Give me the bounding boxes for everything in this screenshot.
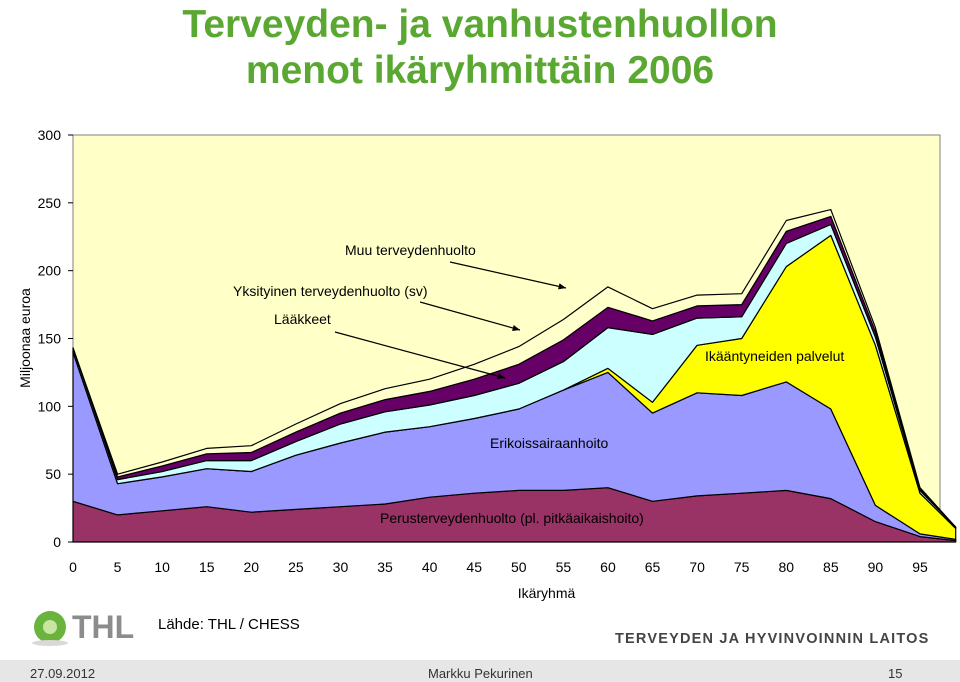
- x-tick-label: 65: [645, 559, 661, 575]
- footer-date: 27.09.2012: [30, 666, 96, 681]
- y-tick-label: 150: [38, 331, 62, 347]
- footer-bar: [0, 660, 960, 682]
- thl-logo: THL: [32, 609, 134, 646]
- x-tick-label: 15: [199, 559, 215, 575]
- x-tick-label: 0: [69, 559, 77, 575]
- x-tick-label: 35: [377, 559, 393, 575]
- annotation-arrow-yksityinen: [419, 301, 521, 331]
- x-tick-label: 45: [466, 559, 482, 575]
- x-tick-label: 50: [511, 559, 527, 575]
- annotation-arrowhead-laakkeet: [497, 373, 505, 380]
- title-line-1: Terveyden- ja vanhustenhuollon: [182, 3, 778, 46]
- x-tick-label: 5: [114, 559, 122, 575]
- x-tick-label: 85: [823, 559, 839, 575]
- x-tick-label: 60: [600, 559, 616, 575]
- thl-logo-text: THL: [72, 609, 134, 645]
- x-tick-label: 10: [154, 559, 170, 575]
- annotation-arrowhead-muu: [558, 283, 566, 290]
- x-tick-label: 55: [556, 559, 572, 575]
- footer-author: Markku Pekurinen: [428, 666, 533, 681]
- y-tick-label: 0: [53, 534, 61, 550]
- annotation-erikois: Erikoissairaanhoito: [490, 435, 608, 451]
- x-tick-label: 30: [333, 559, 349, 575]
- chart-title: Terveyden- ja vanhustenhuollon menot ikä…: [0, 2, 960, 94]
- stacked-area-chart: 0 50 100 150 200 250 300 0 5 10 15 20 25 30 35 40 45 50 55…: [17, 127, 957, 601]
- annotation-ikaan: Ikääntyneiden palvelut: [705, 348, 844, 364]
- title-line-2: menot ikäryhmittäin 2006: [245, 49, 715, 92]
- x-tick-label: 40: [422, 559, 438, 575]
- x-tick-label: 70: [689, 559, 705, 575]
- y-tick-label: 250: [38, 195, 62, 211]
- x-tick-label: 75: [734, 559, 750, 575]
- annotation-muu: Muu terveydenhuolto: [345, 242, 476, 258]
- y-axis-label: Miljoonaa euroa: [17, 288, 33, 388]
- y-tick-label: 100: [38, 398, 62, 414]
- annotation-perus: Perusterveydenhuolto (pl. pitkäaikaishoi…: [380, 510, 644, 526]
- y-tick-label: 200: [38, 263, 62, 279]
- x-axis-label: Ikäryhmä: [518, 585, 576, 601]
- y-tick-label: 50: [45, 466, 61, 482]
- annotation-arrow-muu: [449, 261, 567, 289]
- annotation-arrow-laakkeet: [334, 331, 506, 379]
- area-muu: [72, 209, 957, 528]
- x-tick-label: 20: [244, 559, 260, 575]
- x-tick-label: 95: [912, 559, 928, 575]
- source-note: Lähde: THL / CHESS: [158, 616, 300, 633]
- institute-name: TERVEYDEN JA HYVINVOINNIN LAITOS: [615, 631, 930, 647]
- x-tick-label: 25: [288, 559, 304, 575]
- annotation-yksityinen: Yksityinen terveydenhuolto (sv): [233, 283, 428, 299]
- x-tick-label: 90: [868, 559, 884, 575]
- footer-page-number: 15: [888, 666, 903, 681]
- x-tick-label: 80: [778, 559, 794, 575]
- annotation-laakkeet: Lääkkeet: [274, 311, 331, 327]
- y-tick-label: 300: [38, 127, 62, 143]
- annotation-arrowhead-yksityinen: [512, 325, 520, 331]
